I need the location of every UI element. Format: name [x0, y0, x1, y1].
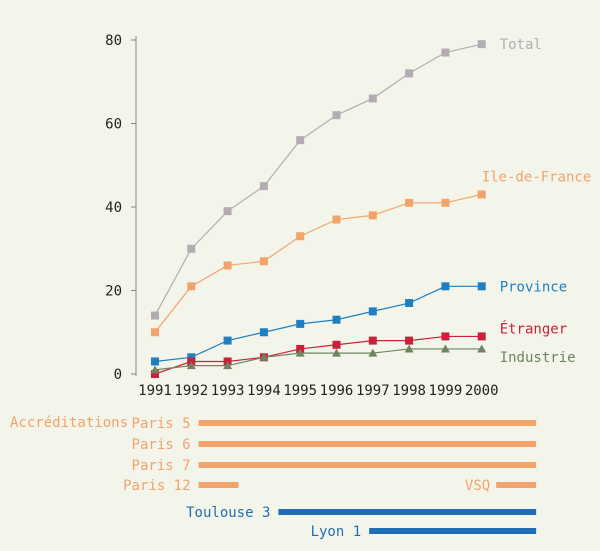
data-point — [477, 40, 486, 49]
accreditation-bar — [198, 482, 239, 488]
accreditation-bar — [496, 482, 537, 488]
data-point — [259, 257, 268, 266]
data-point — [332, 340, 341, 349]
data-point — [151, 328, 159, 337]
data-point — [296, 136, 305, 145]
data-point — [332, 111, 341, 120]
accreditation-label: Lyon 1 — [311, 524, 362, 540]
data-point — [187, 282, 196, 291]
accreditation-bar — [369, 528, 537, 534]
accreditation-label: Paris 5 — [132, 416, 191, 432]
data-point — [296, 319, 305, 328]
data-point — [368, 336, 377, 345]
data-point — [405, 198, 414, 207]
data-point — [296, 232, 305, 241]
data-point — [259, 328, 268, 337]
x-tick-label: 1996 — [320, 383, 354, 399]
series-label: Total — [500, 37, 542, 53]
data-point — [405, 69, 414, 78]
data-point — [151, 357, 159, 366]
data-point — [477, 332, 486, 341]
data-point — [440, 344, 450, 353]
x-tick-label: 1993 — [211, 383, 245, 399]
accreditations-heading: Accréditations — [10, 415, 128, 431]
y-tick-label: 20 — [105, 284, 122, 300]
data-point — [477, 190, 486, 199]
series-line-0 — [154, 43, 482, 316]
series-label: Industrie — [500, 350, 576, 366]
series-line-2 — [154, 285, 482, 363]
data-point — [477, 282, 486, 291]
series-label: Étranger — [500, 320, 567, 337]
data-point — [441, 332, 450, 341]
x-tick-label: 1991 — [138, 383, 172, 399]
y-tick-label: 60 — [105, 117, 122, 133]
y-tick-label: 80 — [105, 33, 122, 49]
series-line-1 — [154, 193, 482, 333]
data-point — [223, 336, 232, 345]
x-tick-label: 2000 — [465, 383, 499, 399]
data-point — [223, 261, 232, 270]
data-point — [477, 344, 487, 353]
x-tick-label: 1997 — [356, 383, 390, 399]
accreditation-bar — [278, 509, 537, 515]
y-tick-label: 0 — [114, 367, 122, 383]
accreditation-label: Paris 12 — [123, 478, 190, 494]
series-label: Ile-de-France — [482, 169, 592, 185]
accreditation-label: VSQ — [465, 478, 490, 494]
accreditation-bar — [198, 441, 537, 447]
accreditation-label: Toulouse 3 — [186, 505, 270, 521]
x-tick-label: 1998 — [392, 383, 426, 399]
series-line-4 — [154, 348, 482, 371]
data-point — [368, 94, 377, 103]
data-point — [151, 311, 159, 320]
data-point — [332, 348, 341, 357]
x-tick-label: 1999 — [429, 383, 463, 399]
accreditation-bar — [198, 420, 537, 426]
accreditations-group: Accréditations Paris 5 Paris 6 Paris 7 Paris… — [10, 415, 537, 540]
data-point — [223, 207, 232, 216]
data-point — [151, 370, 159, 378]
data-point — [441, 198, 450, 207]
data-point — [186, 361, 196, 370]
accreditation-label: Paris 7 — [132, 458, 191, 474]
accreditation-label: Paris 6 — [132, 437, 191, 453]
data-point — [187, 244, 196, 253]
data-point — [223, 361, 233, 370]
accreditation-bar — [198, 462, 537, 468]
data-point — [441, 48, 450, 57]
y-tick-label: 40 — [105, 200, 122, 216]
data-point — [332, 315, 341, 324]
data-point — [259, 352, 269, 361]
x-tick-label: 1992 — [174, 383, 208, 399]
data-point — [368, 307, 377, 316]
data-point — [150, 365, 160, 374]
x-tick-label: 1995 — [283, 383, 317, 399]
series-group: Total Ile-de-France Province Étranger Indust… — [150, 37, 592, 378]
data-point — [404, 344, 414, 353]
x-tick-label: 1994 — [247, 383, 281, 399]
data-point — [405, 299, 414, 308]
data-point — [405, 336, 414, 345]
data-point — [368, 348, 378, 357]
series-line-3 — [154, 335, 482, 375]
data-point — [368, 211, 377, 220]
data-point — [441, 282, 450, 291]
data-point — [295, 348, 305, 357]
data-point — [187, 353, 196, 362]
series-label: Province — [500, 279, 567, 295]
data-point — [332, 215, 341, 224]
data-point — [259, 182, 268, 191]
